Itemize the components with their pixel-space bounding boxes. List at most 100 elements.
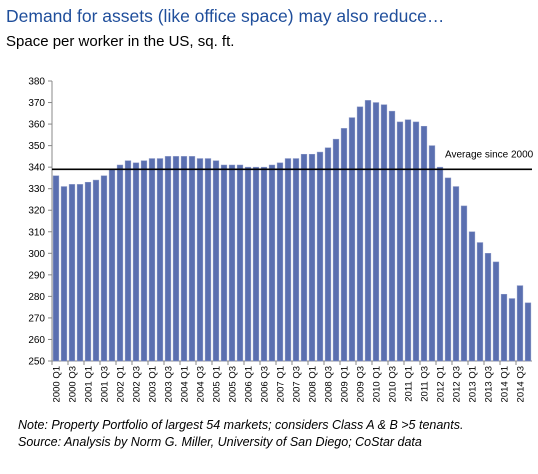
x-tick-label: 2009 Q1 [340, 366, 351, 402]
average-reference-label: Average since 2000 [445, 149, 534, 160]
y-tick-label: 290 [28, 270, 45, 281]
x-tick-label: 2003 Q3 [164, 366, 175, 402]
footnote-source: Source: Analysis by Norm G. Miller, Univ… [18, 435, 422, 449]
bar-2004-q1 [180, 156, 188, 362]
y-tick-label: 260 [28, 335, 45, 346]
bar-2001-q3 [100, 175, 108, 362]
footnote-note: Note: Property Portfolio of largest 54 m… [18, 418, 464, 432]
bar-2002-q3 [132, 162, 140, 362]
bar-2006-q2 [252, 166, 260, 362]
bar-2003-q1 [148, 158, 156, 362]
x-tick-label: 2006 Q1 [244, 366, 255, 402]
bar-2013-q2 [476, 242, 484, 362]
x-axis-ticks: 2000 Q1 2000 Q3 2001 Q1 2001 Q3 2002 Q1 2002 … [51, 361, 527, 402]
bar-2014-q1 [500, 293, 508, 362]
x-tick-label: 2014 Q1 [500, 366, 511, 402]
bar-2009-q4 [364, 100, 372, 362]
bar-2008-q3 [324, 147, 332, 362]
x-tick-label: 2012 Q1 [436, 366, 447, 402]
bar-2000-q2 [60, 186, 68, 362]
y-tick-label: 370 [28, 98, 45, 109]
bar-2007-q1 [276, 162, 284, 362]
x-tick-label: 2003 Q1 [148, 366, 159, 402]
y-tick-label: 310 [28, 227, 45, 238]
y-tick-label: 360 [28, 120, 45, 131]
bar-2003-q2 [156, 158, 164, 362]
bar-2013-q1 [468, 231, 476, 362]
x-tick-label: 2012 Q3 [452, 366, 463, 402]
bar-2010-q3 [388, 110, 396, 362]
bar-2002-q1 [116, 164, 124, 362]
y-tick-label: 350 [28, 141, 45, 152]
bar-2012-q1 [436, 166, 444, 362]
bar-2009-q3 [356, 106, 364, 362]
bar-2004-q2 [188, 156, 196, 362]
x-tick-label: 2002 Q1 [116, 366, 127, 402]
y-axis-ticks: 250 260 270 280 290 300 310 320 330 340 350 360 370 3… [28, 77, 52, 368]
bar-2000-q1 [52, 175, 60, 362]
x-tick-label: 2004 Q3 [196, 366, 207, 402]
bar-2007-q4 [300, 153, 308, 362]
bar-2009-q1 [340, 128, 348, 362]
bar-2008-q1 [308, 153, 316, 362]
y-tick-label: 280 [28, 292, 45, 303]
bar-2014-q3 [516, 285, 524, 362]
bar-2011-q2 [412, 121, 420, 362]
bar-2000-q4 [76, 184, 84, 362]
x-tick-label: 2010 Q3 [388, 366, 399, 402]
chart-subtitle: Space per worker in the US, sq. ft. [6, 33, 235, 50]
x-tick-label: 2013 Q1 [468, 366, 479, 402]
bar-2013-q3 [484, 253, 492, 362]
bar-2008-q2 [316, 151, 324, 362]
x-tick-label: 2008 Q3 [324, 366, 335, 402]
bar-2011-q1 [404, 119, 412, 362]
y-tick-label: 270 [28, 313, 45, 324]
x-tick-label: 2010 Q1 [372, 366, 383, 402]
bar-2009-q2 [348, 117, 356, 362]
bar-2011-q3 [420, 125, 428, 362]
x-tick-label: 2001 Q3 [100, 366, 111, 402]
bar-2003-q4 [172, 156, 180, 362]
bar-2006-q4 [268, 164, 276, 362]
bar-2010-q4 [396, 121, 404, 362]
x-tick-label: 2014 Q3 [516, 366, 527, 402]
bar-2012-q3 [452, 186, 460, 362]
bar-2008-q4 [332, 138, 340, 362]
y-tick-label: 320 [28, 206, 45, 217]
bar-2011-q4 [428, 145, 436, 362]
y-tick-label: 330 [28, 184, 45, 195]
bar-2005-q2 [220, 164, 228, 362]
x-tick-label: 2013 Q3 [484, 366, 495, 402]
x-tick-label: 2004 Q1 [180, 366, 191, 402]
bar-2001-q2 [92, 179, 100, 362]
x-tick-label: 2000 Q3 [68, 366, 79, 402]
bar-2003-q3 [164, 156, 172, 362]
bar-2004-q3 [196, 158, 204, 362]
bar-2006-q1 [244, 166, 252, 362]
x-tick-label: 2001 Q1 [84, 366, 95, 402]
chart-headline: Demand for assets (like office space) ma… [6, 6, 445, 26]
x-tick-label: 2002 Q3 [132, 366, 143, 402]
y-tick-label: 300 [28, 249, 45, 260]
bar-2000-q3 [68, 184, 76, 362]
bar-2007-q2 [284, 158, 292, 362]
bar-2004-q4 [204, 158, 212, 362]
x-tick-label: 2011 Q3 [420, 366, 431, 402]
y-tick-label: 380 [28, 77, 45, 88]
bar-2010-q1 [372, 102, 380, 362]
bar-2013-q4 [492, 261, 500, 362]
bar-2001-q1 [84, 181, 92, 362]
bar-2014-q2 [508, 298, 516, 362]
bar-series [52, 100, 532, 362]
bar-2005-q4 [236, 164, 244, 362]
x-tick-label: 2011 Q1 [404, 366, 415, 402]
bar-2006-q3 [260, 166, 268, 362]
x-tick-label: 2006 Q3 [260, 366, 271, 402]
bar-2002-q4 [140, 160, 148, 362]
bar-2014-q4 [524, 302, 532, 362]
bar-2002-q2 [124, 160, 132, 362]
x-tick-label: 2007 Q1 [276, 366, 287, 402]
x-tick-label: 2000 Q1 [52, 366, 63, 402]
x-tick-label: 2009 Q3 [356, 366, 367, 402]
